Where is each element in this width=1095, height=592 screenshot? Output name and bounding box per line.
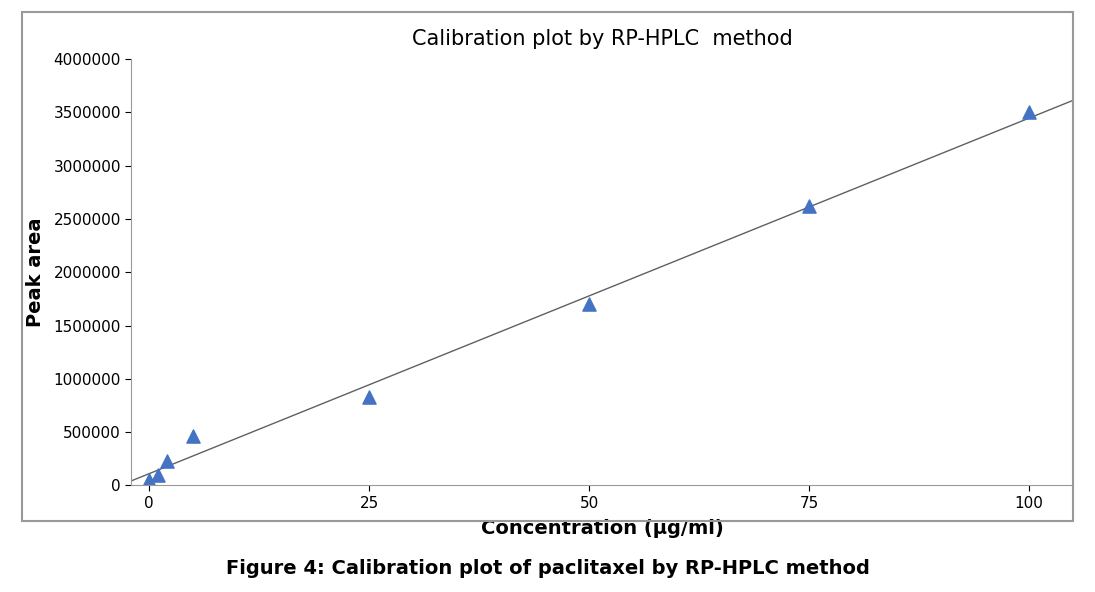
Point: [360, 392, 378, 402]
Point: [149, 470, 166, 480]
Point: [800, 201, 818, 211]
Title: Calibration plot by RP-HPLC  method: Calibration plot by RP-HPLC method: [412, 30, 793, 49]
Point: [158, 456, 175, 466]
Point: [140, 475, 158, 485]
Y-axis label: Peak area: Peak area: [26, 218, 45, 327]
Point: [580, 300, 598, 309]
Point: [184, 432, 201, 441]
Text: Figure 4: Calibration plot of paclitaxel by RP-HPLC method: Figure 4: Calibration plot of paclitaxel…: [226, 559, 869, 578]
X-axis label: Concentration (μg/ml): Concentration (μg/ml): [481, 519, 724, 538]
Point: [1021, 108, 1038, 117]
